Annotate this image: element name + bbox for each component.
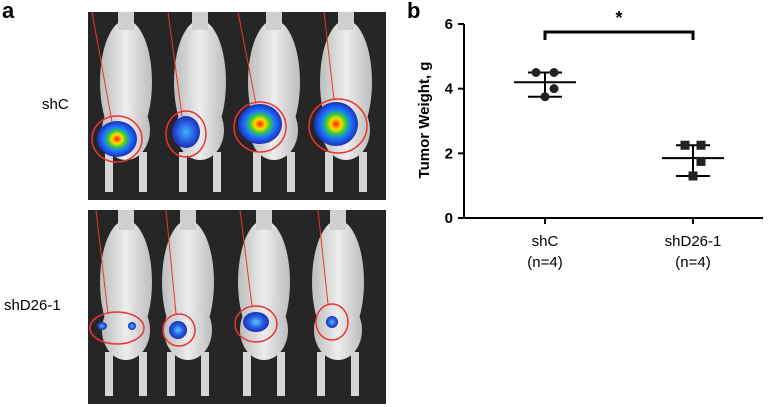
x-category-n-label-1: (n=4) xyxy=(675,254,710,271)
mouse-shc-1 xyxy=(91,12,152,192)
mouse-shd26-1-1 xyxy=(89,210,152,396)
bioluminescence-image-shd26-1 xyxy=(88,210,386,404)
y-tick-label-3: 6 xyxy=(445,16,453,33)
mouse-shd26-1-2 xyxy=(162,210,214,396)
x-category-n-label-0: (n=4) xyxy=(527,254,562,271)
x-category-label-1: shD26-1 xyxy=(665,233,722,250)
y-tick-label-0: 0 xyxy=(445,210,453,227)
panel-label-b: b xyxy=(407,0,421,23)
mouse-shc-2 xyxy=(165,12,226,192)
y-tick-label-2: 4 xyxy=(445,81,454,98)
x-category-label-0: shC xyxy=(532,233,559,250)
data-point-0-3 xyxy=(540,92,550,102)
significance-line xyxy=(543,30,695,40)
row-label-shc: shC xyxy=(42,96,69,113)
x-axis: shC (n=4) shD26-1 (n=4) xyxy=(464,217,763,271)
significance-star: * xyxy=(615,8,622,28)
data-point-1-2 xyxy=(696,156,706,166)
mouse-shc-3 xyxy=(233,12,300,192)
data-point-0-1 xyxy=(549,68,559,77)
row-label-shd26-1: shD26-1 xyxy=(4,297,61,314)
panel-label-a: a xyxy=(2,0,15,23)
mouse-shd26-1-3 xyxy=(234,210,290,396)
mouse-shc-4 xyxy=(308,12,372,192)
data-point-1-0 xyxy=(680,140,690,150)
series-points xyxy=(514,68,724,181)
significance-bracket: * xyxy=(543,8,695,40)
tumor-weight-chart: 0 2 4 6 shC (n=4) shD26-1 (n=4) * Tumor Weight… xyxy=(416,8,763,271)
bioluminescence-image-shc xyxy=(88,12,386,200)
y-tick-label-1: 2 xyxy=(445,145,453,162)
y-axis: 0 2 4 6 xyxy=(445,16,465,227)
data-point-0-2 xyxy=(549,84,559,94)
data-point-0-0 xyxy=(531,68,541,77)
data-point-1-3 xyxy=(688,171,698,181)
y-axis-label: Tumor Weight, g xyxy=(416,62,433,179)
data-point-1-1 xyxy=(696,140,706,150)
mouse-shd26-1-4 xyxy=(312,210,364,396)
